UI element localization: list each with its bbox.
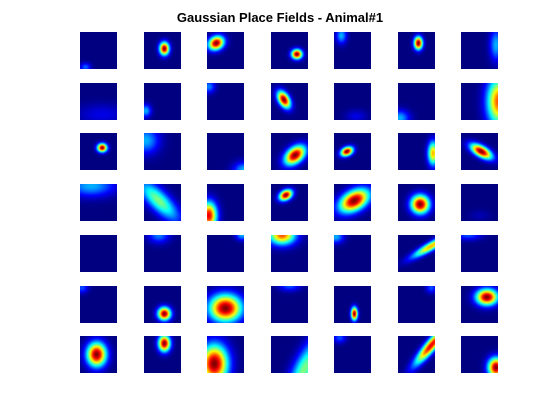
place-field-4-7 bbox=[461, 184, 498, 221]
place-field-6-6 bbox=[398, 286, 435, 323]
place-field-1-2 bbox=[144, 32, 181, 69]
place-field-3-6 bbox=[398, 133, 435, 170]
place-field-7-2 bbox=[144, 336, 181, 373]
place-field-6-2 bbox=[144, 286, 181, 323]
place-field-4-1 bbox=[80, 184, 117, 221]
place-field-6-7 bbox=[461, 286, 498, 323]
place-field-6-5 bbox=[334, 286, 371, 323]
place-field-3-5 bbox=[334, 133, 371, 170]
place-field-5-6 bbox=[398, 235, 435, 272]
place-field-1-4 bbox=[271, 32, 308, 69]
place-field-2-1 bbox=[80, 83, 117, 120]
place-field-4-4 bbox=[271, 184, 308, 221]
place-field-6-1 bbox=[80, 286, 117, 323]
place-field-4-5 bbox=[334, 184, 371, 221]
place-field-2-3 bbox=[207, 83, 244, 120]
place-field-7-3 bbox=[207, 336, 244, 373]
place-field-1-3 bbox=[207, 32, 244, 69]
place-field-1-5 bbox=[334, 32, 371, 69]
place-field-1-7 bbox=[461, 32, 498, 69]
place-field-4-6 bbox=[398, 184, 435, 221]
place-field-6-3 bbox=[207, 286, 244, 323]
place-field-4-3 bbox=[207, 184, 244, 221]
place-field-4-2 bbox=[144, 184, 181, 221]
place-field-2-6 bbox=[398, 83, 435, 120]
place-field-3-7 bbox=[461, 133, 498, 170]
place-field-5-7 bbox=[461, 235, 498, 272]
place-field-6-4 bbox=[271, 286, 308, 323]
place-field-5-4 bbox=[271, 235, 308, 272]
place-field-3-3 bbox=[207, 133, 244, 170]
place-field-2-7 bbox=[461, 83, 498, 120]
place-field-5-1 bbox=[80, 235, 117, 272]
place-field-1-1 bbox=[80, 32, 117, 69]
place-field-3-4 bbox=[271, 133, 308, 170]
place-field-2-5 bbox=[334, 83, 371, 120]
place-field-7-7 bbox=[461, 336, 498, 373]
place-field-7-5 bbox=[334, 336, 371, 373]
place-field-5-5 bbox=[334, 235, 371, 272]
place-field-5-2 bbox=[144, 235, 181, 272]
place-field-3-2 bbox=[144, 133, 181, 170]
place-field-7-6 bbox=[398, 336, 435, 373]
chart-title: Gaussian Place Fields - Animal#1 bbox=[176, 10, 384, 25]
place-field-7-4 bbox=[271, 336, 308, 373]
place-field-7-1 bbox=[80, 336, 117, 373]
place-field-5-3 bbox=[207, 235, 244, 272]
place-field-3-1 bbox=[80, 133, 117, 170]
place-field-2-4 bbox=[271, 83, 308, 120]
place-field-2-2 bbox=[144, 83, 181, 120]
place-field-1-6 bbox=[398, 32, 435, 69]
